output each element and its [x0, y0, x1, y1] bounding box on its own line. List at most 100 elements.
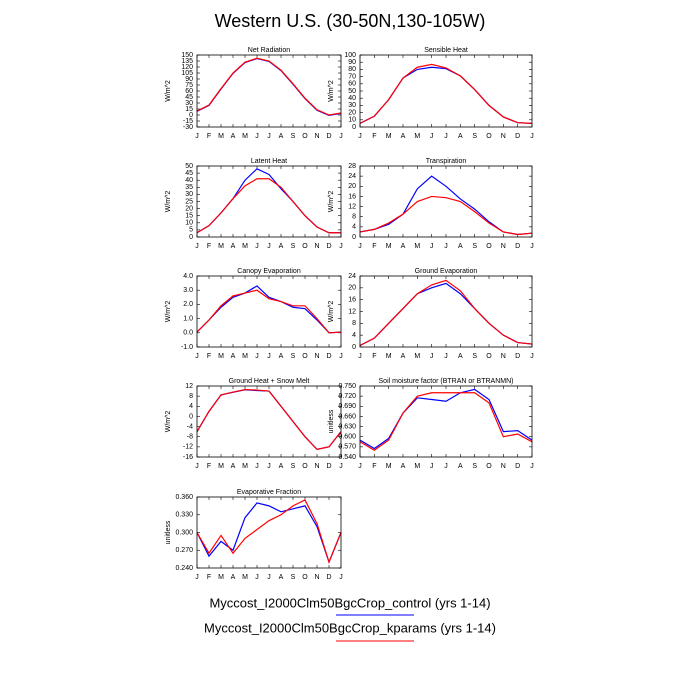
y-axis-label: W/m^2 [165, 191, 172, 213]
x-tick-label: F [207, 133, 211, 140]
x-tick-label: M [414, 463, 420, 470]
y-tick-label: 30 [348, 102, 356, 109]
y-tick-label: 35 [185, 184, 193, 191]
plot-frame [359, 165, 533, 238]
panel-title: Soil moisture factor (BTRAN or BTRANMN) [379, 378, 514, 385]
x-tick-label: J [530, 353, 534, 360]
x-tick-label: A [279, 133, 284, 140]
x-tick-label: J [267, 243, 271, 250]
y-tick-label: 24 [348, 273, 356, 280]
y-tick-label: 40 [348, 95, 356, 102]
x-tick-label: S [291, 133, 296, 140]
y-axis-label: W/m^2 [328, 80, 335, 102]
x-tick-label: J [430, 243, 434, 250]
series-line [359, 175, 533, 236]
plot-frame [196, 385, 342, 458]
y-tick-label: 60 [185, 88, 193, 95]
x-tick-label: D [326, 574, 331, 581]
y-tick-label: 90 [185, 76, 193, 83]
x-tick-label: A [401, 243, 406, 250]
y-tick-label: -15 [183, 118, 193, 125]
y-tick-label: 24 [348, 173, 356, 180]
x-tick-label: J [358, 133, 362, 140]
x-tick-label: M [218, 463, 224, 470]
y-tick-label: 0.750 [338, 383, 356, 390]
x-tick-label: M [414, 243, 420, 250]
x-tick-label: F [372, 463, 376, 470]
x-tick-label: D [515, 463, 520, 470]
y-tick-label: -16 [183, 454, 193, 461]
x-tick-label: N [501, 243, 506, 250]
x-tick-label: J [267, 133, 271, 140]
x-tick-label: J [339, 574, 343, 581]
y-tick-label: 20 [348, 285, 356, 292]
panel-title: Evaporative Fraction [237, 489, 301, 496]
x-tick-label: A [231, 243, 236, 250]
y-tick-label: 0 [352, 344, 356, 351]
x-tick-label: J [255, 353, 259, 360]
y-tick-label: 105 [181, 70, 193, 77]
y-tick-label: 10 [348, 117, 356, 124]
x-tick-label: N [314, 463, 319, 470]
y-tick-label: 0.540 [338, 454, 356, 461]
y-tick-label: 40 [185, 177, 193, 184]
x-tick-label: M [386, 243, 392, 250]
y-tick-label: 4.0 [183, 273, 193, 280]
y-tick-label: 0.720 [338, 393, 356, 400]
y-tick-label: 60 [348, 81, 356, 88]
x-tick-label: J [339, 353, 343, 360]
x-tick-label: O [302, 574, 308, 581]
x-tick-label: J [444, 133, 448, 140]
x-tick-label: M [218, 574, 224, 581]
y-tick-label: 0.330 [175, 512, 193, 519]
y-tick-label: 120 [181, 64, 193, 71]
plot-frame [359, 275, 533, 348]
x-tick-label: J [530, 133, 534, 140]
x-tick-label: M [242, 353, 248, 360]
x-tick-label: D [326, 243, 331, 250]
x-tick-label: N [314, 133, 319, 140]
x-tick-label: D [326, 353, 331, 360]
y-tick-label: 4 [189, 403, 193, 410]
y-tick-label: 25 [185, 198, 193, 205]
x-tick-label: M [218, 243, 224, 250]
y-tick-label: 2.0 [183, 301, 193, 308]
x-tick-label: A [279, 463, 284, 470]
x-tick-label: S [291, 353, 296, 360]
y-tick-label: 28 [348, 163, 356, 170]
y-axis-label: W/m^2 [165, 301, 172, 323]
y-tick-label: 0 [352, 124, 356, 131]
x-tick-label: J [430, 133, 434, 140]
x-tick-label: F [372, 243, 376, 250]
y-tick-label: 0.360 [175, 494, 193, 501]
x-tick-label: A [458, 463, 463, 470]
x-tick-label: A [458, 353, 463, 360]
x-tick-label: D [515, 243, 520, 250]
series-line [196, 289, 342, 334]
x-tick-label: O [486, 133, 492, 140]
plot-frame [359, 54, 533, 128]
y-tick-label: 12 [185, 383, 193, 390]
series-line [359, 66, 533, 124]
plot-frame [196, 165, 342, 238]
x-tick-label: O [302, 463, 308, 470]
y-tick-label: 20 [348, 109, 356, 116]
x-tick-label: J [339, 463, 343, 470]
plot-frame [196, 496, 342, 569]
x-tick-label: F [207, 243, 211, 250]
x-tick-label: J [267, 353, 271, 360]
y-tick-label: 0.630 [338, 423, 356, 430]
x-tick-label: J [195, 243, 199, 250]
x-tick-label: J [255, 133, 259, 140]
y-tick-label: 20 [185, 205, 193, 212]
legend-entry: Myccost_I2000Clm50BgcCrop_kparams (yrs 1… [204, 620, 496, 635]
x-tick-label: J [195, 133, 199, 140]
x-tick-label: S [291, 574, 296, 581]
y-tick-label: 0 [189, 112, 193, 119]
panel-title: Ground Heat + Snow Melt [229, 378, 310, 385]
series-line [196, 499, 342, 564]
x-tick-label: O [486, 463, 492, 470]
x-tick-label: J [195, 463, 199, 470]
panel-title: Latent Heat [251, 158, 287, 165]
